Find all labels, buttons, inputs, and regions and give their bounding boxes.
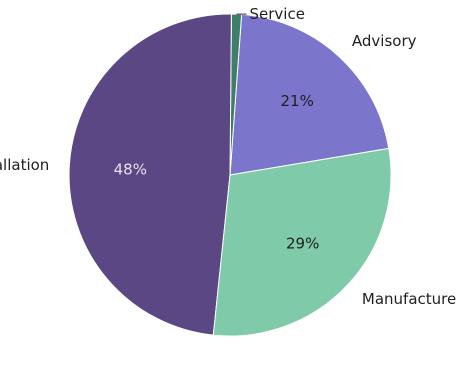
percent-label-advisory: 21%: [281, 92, 314, 110]
percent-label-installation: 48%: [114, 160, 147, 178]
pie-slice-advisory[interactable]: [229, 13, 390, 176]
category-label-manufacture: Manufacture: [362, 290, 456, 308]
category-label-installation: Installation: [0, 156, 49, 174]
percent-label-manufacture: 29%: [286, 234, 319, 252]
pie-slice-manufacture[interactable]: [212, 147, 392, 337]
category-label-advisory: Advisory: [352, 32, 417, 50]
category-label-service: Service: [250, 5, 305, 23]
pie-slice-installation[interactable]: [68, 13, 232, 336]
